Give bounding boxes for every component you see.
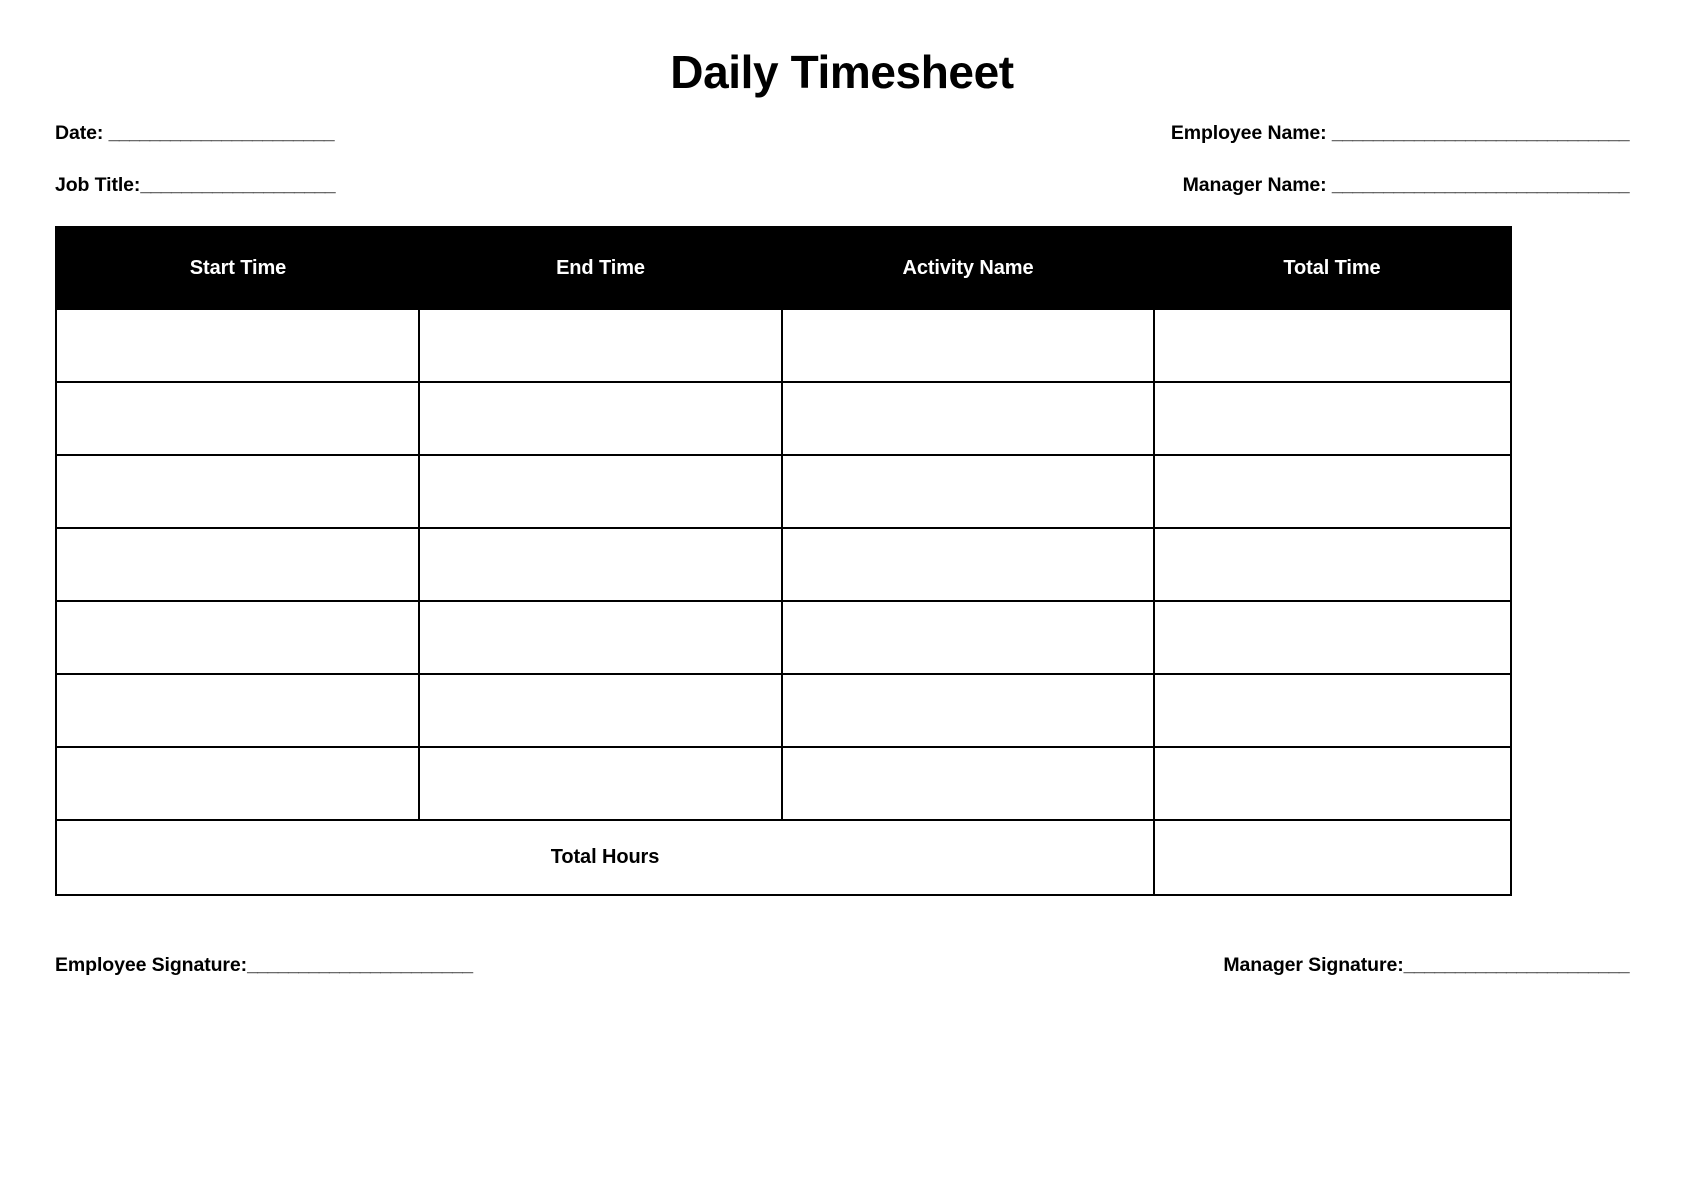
cell-activity-name[interactable] [781, 527, 1155, 603]
timesheet-table: Start Time End Time Activity Name Total … [55, 226, 1512, 897]
table-row [55, 600, 1512, 676]
column-header-total-time: Total Time [1154, 227, 1511, 310]
cell-total-time[interactable] [1153, 600, 1512, 676]
table-row [55, 746, 1512, 822]
cell-total-time[interactable] [1153, 454, 1512, 530]
manager-signature-field[interactable]: Manager Signature:______________________ [1223, 954, 1629, 977]
page-title: Daily Timesheet [670, 46, 1014, 98]
employee-name-field[interactable]: Employee Name: _________________________… [1170, 122, 1630, 145]
cell-start-time[interactable] [55, 381, 420, 457]
date-field[interactable]: Date: ______________________ [55, 122, 335, 145]
employee-signature-field[interactable]: Employee Signature:_____________________… [55, 954, 473, 977]
cell-end-time[interactable] [418, 381, 783, 457]
total-hours-row: Total Hours [55, 819, 1512, 897]
manager-name-field[interactable]: Manager Name: __________________________… [1182, 174, 1630, 197]
total-hours-label: Total Hours [55, 819, 1155, 897]
cell-start-time[interactable] [55, 673, 420, 749]
cell-total-time[interactable] [1153, 308, 1512, 384]
table-header-row: Start Time End Time Activity Name Total … [56, 227, 1511, 310]
table-row [55, 527, 1512, 603]
manager-signature-blank-line[interactable]: ______________________ [1403, 954, 1630, 977]
table-row [55, 308, 1512, 384]
table-row [55, 673, 1512, 749]
timesheet-table-wrapper: Start Time End Time Activity Name Total … [0, 226, 1684, 897]
manager-signature-label: Manager Signature: [1223, 954, 1404, 977]
cell-activity-name[interactable] [781, 454, 1155, 530]
signature-block: Employee Signature:_____________________… [0, 954, 1684, 977]
table-body: Total Hours [55, 308, 1512, 897]
manager-name-label: Manager Name: [1182, 174, 1332, 197]
table-header: Start Time End Time Activity Name Total … [56, 227, 1511, 310]
cell-end-time[interactable] [418, 673, 783, 749]
cell-end-time[interactable] [418, 600, 783, 676]
cell-total-time[interactable] [1153, 673, 1512, 749]
meta-row-2: Job Title:___________________ Manager Na… [55, 174, 1630, 197]
cell-end-time[interactable] [418, 746, 783, 822]
cell-total-time[interactable] [1153, 746, 1512, 822]
employee-signature-blank-line[interactable]: ______________________ [247, 954, 473, 977]
cell-activity-name[interactable] [781, 673, 1155, 749]
employee-name-label: Employee Name: [1170, 122, 1332, 145]
job-title-field[interactable]: Job Title:___________________ [55, 174, 336, 197]
table-row [55, 454, 1512, 530]
column-header-end-time: End Time [419, 227, 782, 310]
cell-total-time[interactable] [1153, 527, 1512, 603]
cell-end-time[interactable] [418, 454, 783, 530]
employee-signature-label: Employee Signature: [55, 954, 248, 977]
date-label: Date: [55, 122, 109, 145]
table-row [55, 381, 1512, 457]
cell-end-time[interactable] [418, 527, 783, 603]
cell-activity-name[interactable] [781, 600, 1155, 676]
manager-name-blank-line[interactable]: _____________________________ [1331, 174, 1630, 197]
cell-activity-name[interactable] [781, 746, 1155, 822]
cell-activity-name[interactable] [781, 381, 1155, 457]
cell-total-time[interactable] [1153, 381, 1512, 457]
cell-activity-name[interactable] [781, 308, 1155, 384]
total-hours-value[interactable] [1153, 819, 1512, 897]
job-title-blank-line[interactable]: ___________________ [140, 174, 335, 197]
meta-row-1: Date: ______________________ Employee Na… [55, 122, 1630, 145]
cell-start-time[interactable] [55, 746, 420, 822]
cell-end-time[interactable] [418, 308, 783, 384]
date-blank-line[interactable]: ______________________ [108, 122, 335, 145]
employee-name-blank-line[interactable]: _____________________________ [1331, 122, 1630, 145]
column-header-activity-name: Activity Name [782, 227, 1154, 310]
cell-start-time[interactable] [55, 527, 420, 603]
cell-start-time[interactable] [55, 600, 420, 676]
cell-start-time[interactable] [55, 454, 420, 530]
cell-start-time[interactable] [55, 308, 420, 384]
job-title-label: Job Title: [55, 174, 141, 197]
meta-fields: Date: ______________________ Employee Na… [0, 122, 1684, 197]
column-header-start-time: Start Time [56, 227, 419, 310]
